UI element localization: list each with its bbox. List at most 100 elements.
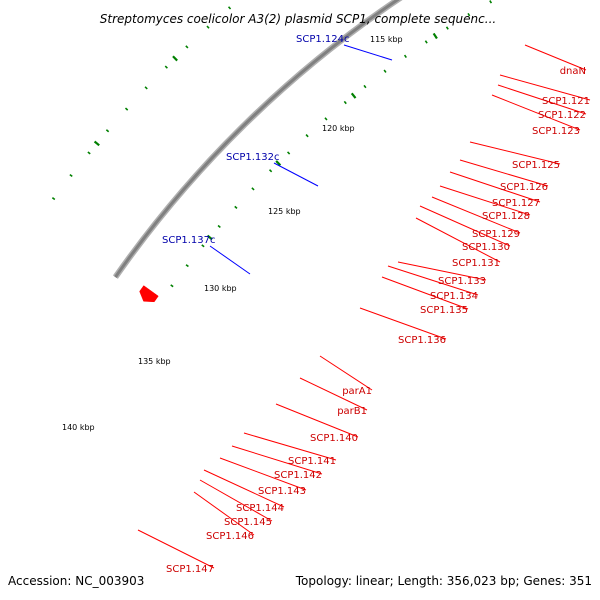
outer-tick bbox=[343, 100, 347, 105]
inner-tick bbox=[87, 151, 91, 155]
gene-label: SCP1.129 bbox=[472, 229, 520, 240]
gene-label: parA1 bbox=[342, 386, 372, 397]
label-leader bbox=[219, 457, 307, 491]
inner-tick bbox=[69, 173, 73, 178]
outer-tick bbox=[489, 0, 493, 4]
label-leader bbox=[199, 479, 273, 522]
gene-label: SCP1.146 bbox=[206, 531, 254, 542]
gene-label: SCP1.125 bbox=[512, 160, 560, 171]
outer-tick bbox=[268, 169, 273, 173]
inner-tick bbox=[164, 65, 168, 69]
label-leader bbox=[449, 171, 541, 203]
gene-label: SCP1.121 bbox=[542, 96, 590, 107]
scale-label: 130 kbp bbox=[204, 284, 237, 293]
major-tick bbox=[275, 160, 282, 166]
label-leader bbox=[203, 469, 285, 508]
map-title: Streptomyces coelicolor A3(2) plasmid SC… bbox=[100, 12, 496, 26]
gene-label: SCP1.140 bbox=[310, 433, 358, 444]
outer-tick bbox=[424, 40, 428, 44]
inner-tick bbox=[124, 107, 129, 111]
gene-label: dnaN bbox=[560, 66, 586, 77]
gene-label: SCP1.147 bbox=[166, 564, 214, 575]
inner-tick bbox=[206, 25, 210, 29]
label-leader-reverse bbox=[273, 162, 319, 187]
gene-label: SCP1.145 bbox=[224, 517, 272, 528]
outer-tick bbox=[363, 84, 367, 89]
label-leader bbox=[497, 84, 587, 115]
gene-label: SCP1.127 bbox=[492, 198, 540, 209]
accession-text: Accession: NC_003903 bbox=[8, 574, 144, 588]
gene-label: SCP1.130 bbox=[462, 242, 510, 253]
outer-tick bbox=[170, 284, 174, 288]
gene-label: SCP1.123 bbox=[532, 126, 580, 137]
label-leader bbox=[524, 44, 587, 71]
label-leader bbox=[193, 491, 255, 536]
major-tick bbox=[432, 32, 438, 40]
gene-label: SCP1.136 bbox=[398, 335, 446, 346]
label-leader bbox=[419, 205, 511, 247]
gene-label: SCP1.135 bbox=[420, 305, 468, 316]
summary-text: Topology: linear; Length: 356,023 bp; Ge… bbox=[295, 574, 592, 588]
label-leader bbox=[231, 445, 323, 475]
label-leader bbox=[415, 217, 501, 263]
label-leader-reverse bbox=[209, 245, 251, 275]
outer-tick bbox=[383, 69, 387, 73]
outer-tick bbox=[201, 244, 205, 248]
gene-label: parB1 bbox=[337, 406, 367, 417]
forward-gene bbox=[139, 285, 159, 303]
outer-tick bbox=[185, 264, 189, 268]
inner-tick bbox=[51, 197, 56, 201]
inner-tick bbox=[144, 86, 148, 90]
outer-tick bbox=[403, 54, 407, 58]
outer-tick bbox=[324, 117, 328, 121]
inner-tick bbox=[227, 6, 232, 10]
label-leader bbox=[243, 432, 337, 461]
outer-tick bbox=[445, 26, 449, 30]
label-leader bbox=[299, 377, 368, 411]
outer-tick bbox=[234, 205, 238, 209]
label-leader bbox=[459, 159, 549, 187]
gene-label: SCP1.126 bbox=[500, 182, 548, 193]
gene-label: SCP1.133 bbox=[438, 276, 486, 287]
major-tick bbox=[93, 140, 100, 147]
outer-tick bbox=[217, 224, 221, 229]
inner-tick bbox=[185, 45, 189, 49]
label-leader bbox=[381, 276, 469, 310]
label-leader bbox=[137, 529, 215, 569]
outer-tick bbox=[251, 187, 255, 191]
label-leader bbox=[359, 307, 447, 340]
gene-label-reverse: SCP1.137c bbox=[162, 235, 216, 246]
backbone-line bbox=[114, 0, 401, 278]
label-leader bbox=[275, 403, 359, 438]
gene-label: SCP1.141 bbox=[288, 456, 336, 467]
gene-label-reverse: SCP1.124c bbox=[296, 34, 350, 45]
gene-label: SCP1.143 bbox=[258, 486, 306, 497]
gene-label: SCP1.134 bbox=[430, 291, 478, 302]
scale-label: 125 kbp bbox=[268, 207, 301, 216]
label-leader-reverse bbox=[343, 44, 393, 61]
outer-tick bbox=[286, 151, 291, 155]
major-tick bbox=[350, 92, 357, 99]
gene-label: SCP1.128 bbox=[482, 211, 530, 222]
gene-label: SCP1.144 bbox=[236, 503, 284, 514]
gene-label: SCP1.131 bbox=[452, 258, 500, 269]
outer-tick bbox=[305, 134, 309, 138]
gene-label: SCP1.142 bbox=[274, 470, 322, 481]
major-tick bbox=[172, 55, 178, 62]
label-leader bbox=[491, 94, 581, 131]
label-leader bbox=[319, 355, 373, 391]
label-leaders bbox=[137, 44, 591, 569]
scale-label: 135 kbp bbox=[138, 357, 171, 366]
gene-features bbox=[139, 285, 159, 303]
gene-label: SCP1.122 bbox=[538, 110, 586, 121]
backbone-ring bbox=[112, 0, 403, 279]
gene-labels: dnaN SCP1.121 SCP1.122 SCP1.123 SCP1.125 SCP1… bbox=[162, 34, 590, 575]
gene-label-reverse: SCP1.132c bbox=[226, 152, 280, 163]
label-leader bbox=[439, 185, 531, 216]
label-leader bbox=[469, 141, 561, 165]
scale-label: 115 kbp bbox=[370, 35, 403, 44]
inner-tick bbox=[105, 129, 110, 133]
scale-labels: 115 kbp 120 kbp 125 kbp 130 kbp 135 kbp 140 k… bbox=[62, 35, 403, 432]
major-tick bbox=[206, 234, 213, 241]
